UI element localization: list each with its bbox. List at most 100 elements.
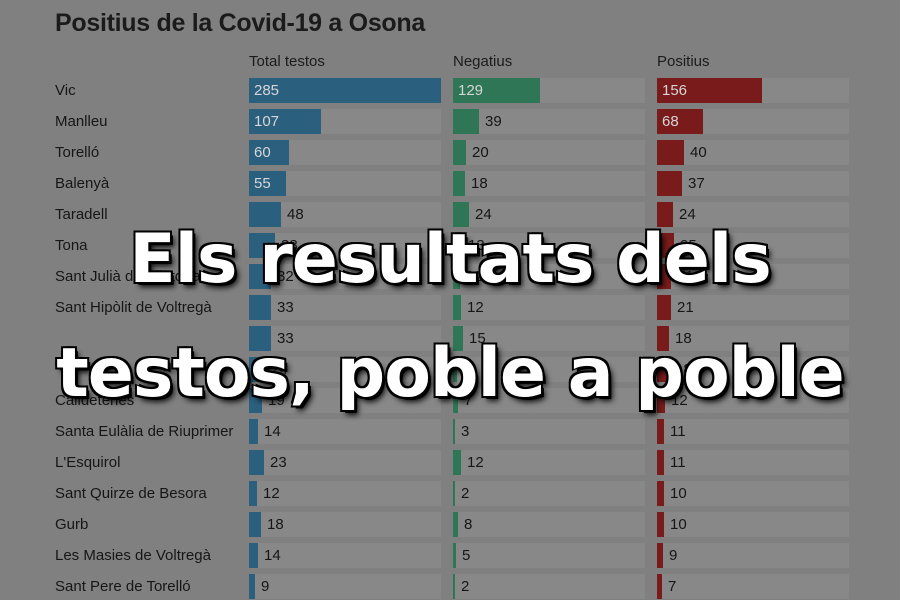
- data-label: 9: [669, 547, 678, 564]
- data-label: 11: [670, 454, 686, 471]
- category-label: Taradell: [55, 206, 108, 223]
- bar: [249, 202, 281, 227]
- bar: [453, 481, 455, 506]
- bar: [453, 78, 540, 103]
- bar-track: [657, 264, 849, 289]
- bar: [249, 233, 275, 258]
- data-label: 12: [467, 299, 484, 316]
- bar: [453, 450, 461, 475]
- bar-track: [249, 419, 441, 444]
- data-label: 2: [461, 485, 470, 502]
- bar-track: [453, 450, 645, 475]
- bar-track: [249, 295, 441, 320]
- category-label: Tona: [55, 237, 88, 254]
- bar-track: [657, 326, 849, 351]
- bar-track: [453, 388, 645, 413]
- data-label: 10: [670, 516, 687, 533]
- bar: [249, 140, 289, 165]
- bar: [249, 109, 321, 134]
- data-label: 13: [468, 237, 485, 254]
- bar-track: [453, 574, 645, 599]
- data-label: 33: [277, 299, 294, 316]
- category-label: Manlleu: [55, 113, 108, 130]
- bar: [657, 295, 671, 320]
- data-label: 19: [268, 392, 285, 409]
- bar-track: [249, 326, 441, 351]
- bar-track: [453, 481, 645, 506]
- headline-line-1: Els resultats dels: [129, 220, 771, 299]
- bar-track: [657, 233, 849, 258]
- data-label: 18: [471, 175, 488, 192]
- data-label: 24: [679, 206, 696, 223]
- bar: [249, 357, 265, 382]
- bar-track: [453, 233, 645, 258]
- bar-track: [249, 574, 441, 599]
- data-label: 18: [675, 361, 692, 378]
- data-label: 14: [264, 547, 281, 564]
- bar-track: [249, 233, 441, 258]
- data-label: 11: [466, 268, 482, 285]
- bar: [657, 264, 671, 289]
- bar: [657, 326, 669, 351]
- bar-track: [657, 419, 849, 444]
- bar: [453, 295, 461, 320]
- data-label: 12: [467, 454, 484, 471]
- data-label: 48: [287, 206, 304, 223]
- bar: [657, 388, 665, 413]
- bar: [453, 233, 462, 258]
- data-label: 285: [254, 82, 280, 99]
- category-label: Sant Quirze de Besora: [55, 485, 207, 502]
- bar: [657, 357, 669, 382]
- bar: [249, 419, 258, 444]
- bar: [657, 233, 674, 258]
- data-label: 37: [688, 175, 705, 192]
- data-label: 24: [271, 361, 288, 378]
- bar-track: [249, 357, 441, 382]
- data-label: 9: [261, 578, 270, 595]
- bar-track: [249, 202, 441, 227]
- bar: [453, 140, 466, 165]
- data-label: 32: [277, 268, 294, 285]
- bar-track: [657, 543, 849, 568]
- bar: [453, 419, 455, 444]
- bar: [453, 171, 465, 196]
- category-label: Les Masies de Voltregà: [55, 547, 211, 564]
- bar-track: [657, 450, 849, 475]
- bar-track: [657, 202, 849, 227]
- data-label: 18: [267, 516, 284, 533]
- data-label: 6: [463, 361, 472, 378]
- bar-track: [657, 512, 849, 537]
- category-label: L'Esquirol: [55, 454, 121, 471]
- bar: [453, 264, 460, 289]
- bar-track: [453, 295, 645, 320]
- bar: [657, 109, 703, 134]
- data-label: 10: [670, 485, 687, 502]
- bar: [657, 419, 664, 444]
- data-label: 68: [662, 113, 679, 130]
- bar-track: [249, 481, 441, 506]
- bar-track: [453, 512, 645, 537]
- bar-track: [657, 388, 849, 413]
- data-label: 33: [277, 330, 294, 347]
- data-label: 39: [485, 113, 502, 130]
- bar-track: [657, 171, 849, 196]
- bar: [657, 450, 664, 475]
- bar-track: [657, 140, 849, 165]
- bar: [657, 202, 673, 227]
- bar: [453, 388, 458, 413]
- data-label: 7: [464, 392, 473, 409]
- bar: [249, 78, 441, 103]
- bar: [657, 574, 662, 599]
- bar-track: [453, 171, 645, 196]
- data-label: 7: [668, 578, 677, 595]
- bar-track: [657, 481, 849, 506]
- bar-track: [249, 450, 441, 475]
- bar-track: [453, 543, 645, 568]
- bar: [453, 109, 479, 134]
- bar: [249, 543, 258, 568]
- bar-track: [657, 574, 849, 599]
- data-label: 14: [264, 423, 281, 440]
- bar-track: [453, 264, 645, 289]
- bar: [249, 264, 271, 289]
- data-label: 21: [677, 268, 694, 285]
